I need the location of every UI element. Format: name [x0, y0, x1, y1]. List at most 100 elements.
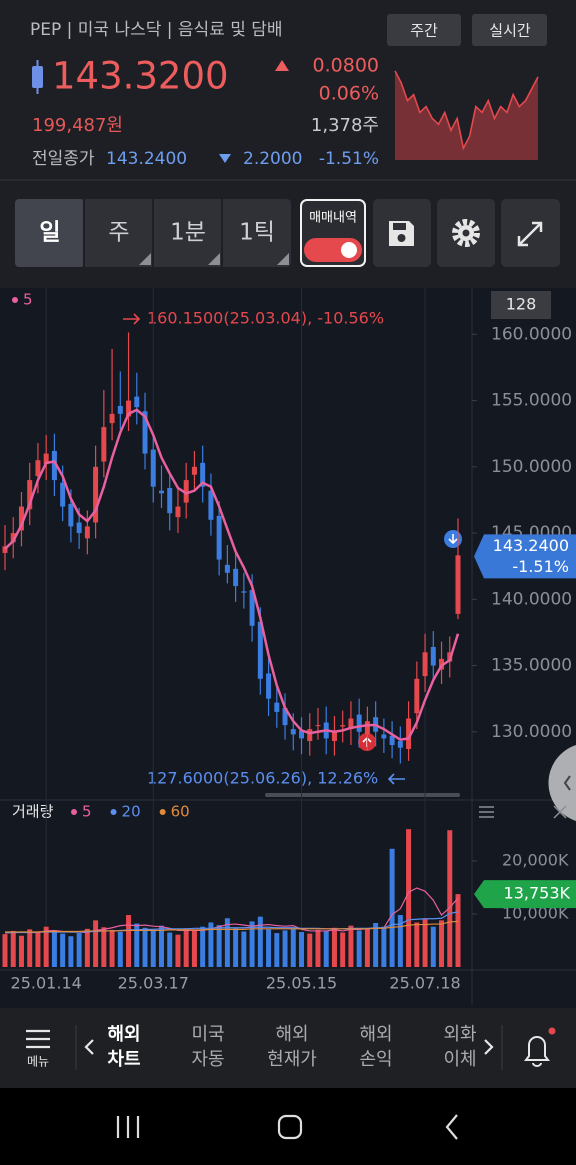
candle-body	[10, 533, 16, 543]
button-label: 실시간	[489, 22, 531, 40]
tab-next[interactable]	[484, 1039, 494, 1055]
candle-body	[150, 449, 156, 487]
weekly-button[interactable]: 주간	[387, 14, 461, 46]
volume-bar	[158, 925, 164, 967]
menu-button[interactable]: 메뉴	[26, 1029, 50, 1069]
volume-bar	[142, 927, 148, 967]
volume-bar	[373, 922, 379, 967]
up-triangle	[275, 60, 289, 71]
volume-bar	[233, 928, 239, 967]
candle-body	[430, 646, 436, 666]
volume-bar	[167, 932, 173, 967]
nav-bg	[0, 1008, 576, 1088]
nav-tab-label: 해외	[275, 1024, 308, 1045]
candle-body	[216, 515, 222, 560]
prev-change-pct: -1.51%	[319, 149, 379, 169]
close-icon[interactable]	[553, 805, 567, 819]
volume-bar	[406, 829, 412, 967]
dropdown-corner	[277, 253, 289, 265]
tab-prev[interactable]	[84, 1039, 94, 1055]
low-annotation: 127.6000(25.06.26), 12.26%	[147, 769, 378, 788]
volume-bar	[290, 928, 296, 967]
menu-icon	[26, 1029, 50, 1049]
volume-bar	[455, 894, 461, 967]
volume-bar	[430, 926, 436, 967]
volume-tag-label: 13,753K	[504, 884, 571, 903]
volume-bar	[101, 927, 107, 967]
y-tick-label: 150.0000	[491, 457, 572, 477]
candle-body	[142, 411, 148, 454]
candle-body	[51, 450, 57, 481]
price-tag-change: -1.51%	[512, 557, 569, 576]
bell-icon	[524, 1036, 550, 1067]
menu-icon[interactable]	[479, 806, 494, 818]
legend-label: 60	[171, 803, 190, 821]
volume-bar	[109, 929, 115, 967]
current-price: 143.3200	[52, 55, 229, 98]
change: 0.0800	[313, 55, 379, 77]
settings-button[interactable]	[437, 199, 495, 267]
realtime-button[interactable]: 실시간	[472, 14, 547, 46]
volume-bar	[43, 926, 49, 967]
legend-dot	[159, 809, 166, 815]
notification-button[interactable]	[524, 1027, 556, 1067]
volume-bar	[208, 922, 214, 967]
price-tag-label: 143.2400	[493, 536, 569, 555]
nav-tab-label: 외화	[443, 1024, 476, 1045]
button-label: 주간	[410, 22, 438, 40]
legend-dot	[110, 809, 117, 815]
side-handle[interactable]	[548, 745, 576, 821]
trade-history-toggle[interactable]: 매매내역	[300, 199, 366, 267]
y-tick-label: 20,000K	[502, 850, 569, 869]
candle-body	[307, 729, 313, 742]
volume-bar	[27, 929, 33, 967]
nav-tab-label: 현재가	[267, 1049, 317, 1070]
volume-tag	[474, 880, 576, 909]
candle-body	[224, 564, 230, 573]
recents-button[interactable]	[116, 1116, 140, 1138]
legend-dot	[71, 809, 77, 815]
period-selector[interactable]: 일 주 1분 1틱	[15, 199, 291, 267]
arrow-icon	[387, 773, 405, 785]
save-button[interactable]	[373, 199, 431, 267]
prev-close-label: 전일종가	[32, 149, 95, 169]
volume-bar	[397, 915, 403, 967]
volume-bar	[150, 930, 156, 967]
high-annotation: 160.1500(25.03.04), -10.56%	[147, 309, 384, 328]
back-button[interactable]	[445, 1114, 458, 1140]
period-label: 주	[108, 220, 129, 246]
side-handle-icon	[563, 775, 571, 791]
zoom-box	[491, 291, 551, 319]
volume-bar	[216, 925, 222, 967]
volume-bar	[381, 926, 387, 967]
candle-body	[397, 741, 403, 748]
volume-bar	[51, 930, 57, 967]
mini-chart-area	[395, 70, 538, 160]
volume-bar	[323, 930, 329, 967]
candle-body	[414, 678, 420, 714]
nav-tab-label: 해외	[107, 1024, 140, 1045]
expand-button[interactable]	[501, 199, 560, 267]
volume-bar	[183, 928, 189, 967]
legend-dot	[12, 297, 18, 303]
toggle-knob	[341, 242, 357, 258]
home-button[interactable]	[277, 1114, 303, 1140]
volume-bar	[126, 915, 132, 967]
y-tick-label: 140.0000	[491, 589, 572, 609]
button-bg	[472, 14, 547, 46]
nav-tab-label: 해외	[359, 1024, 392, 1045]
y-tick-label: 130.0000	[491, 722, 572, 742]
mini-chart-line	[394, 70, 539, 151]
candle-body	[18, 506, 24, 531]
y-tick-label: 160.0000	[491, 324, 572, 344]
candle-body	[274, 702, 280, 712]
volume-bar	[35, 932, 41, 967]
volume-bar	[18, 935, 24, 967]
legend-label: 20	[122, 803, 141, 821]
